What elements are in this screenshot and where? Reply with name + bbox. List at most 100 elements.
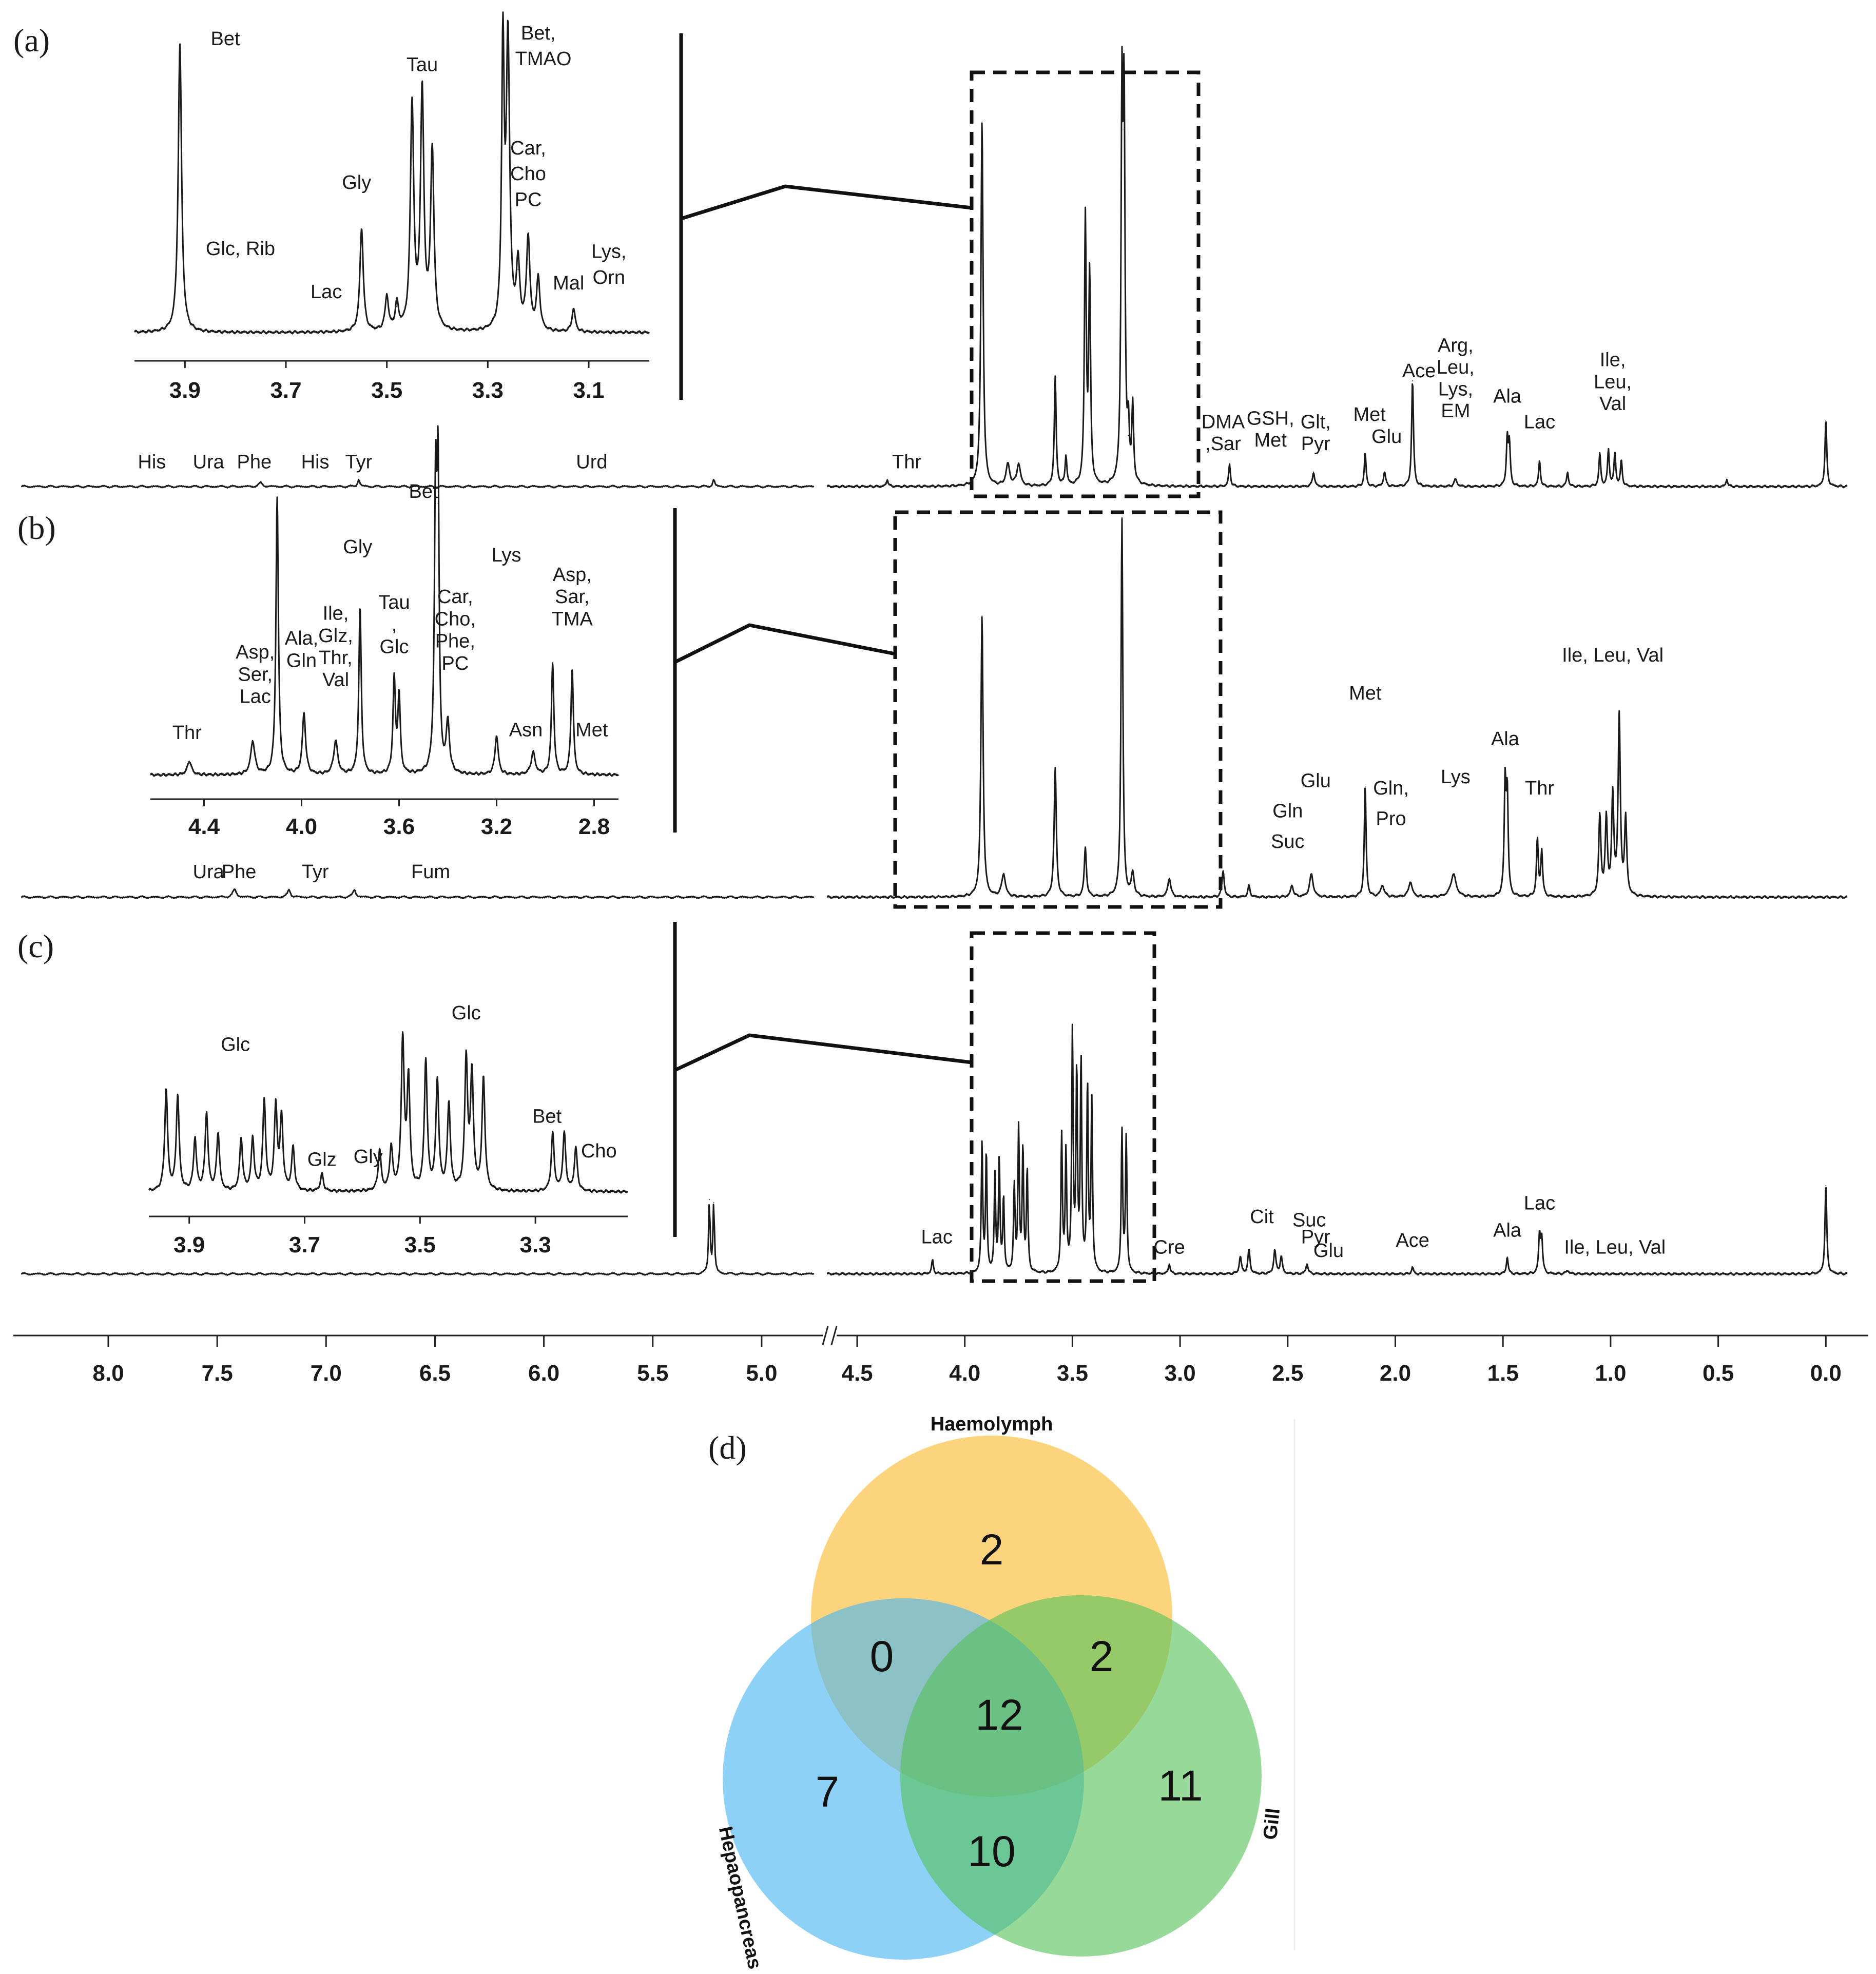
panel-b-main-label-5: Suc: [1271, 831, 1304, 853]
panel-c-inset-tick-label-2: 3.5: [404, 1232, 436, 1257]
panel-b-main-peak-6: [1169, 878, 1170, 879]
panel-a-inset-label-8: Glc, Rib: [206, 238, 275, 260]
panel-a-main-peak-23: [1614, 453, 1616, 455]
panel-c-inset-peak-4: [217, 1134, 219, 1135]
panel-c-inset: Glc Glc Bet Glz Gly Cho 3.9 3.7 3.5 3.3: [148, 1002, 629, 1257]
panel-b-main-label-8: Gln,: [1373, 778, 1409, 799]
panel-c-main-peak-0: [981, 1145, 983, 1146]
panel-a-main-label-22: Ile,: [1600, 350, 1626, 371]
panel-b-main-peak-21: [1612, 798, 1614, 799]
panel-a-trace-right: [826, 46, 1848, 489]
panel-a-zoom-connector: [680, 184, 972, 221]
panel-c-main-peak-8: [1027, 1172, 1028, 1173]
panel-a-trace-left: [21, 479, 815, 489]
panel-c-inset-peak-1: [177, 1096, 179, 1098]
panel-c-main-peak-25: [1281, 1256, 1282, 1257]
panel-c-inset-peak-7: [263, 1102, 265, 1104]
panel-b-main-peak-14: [1453, 874, 1454, 875]
panel-b-inset-peak-11: [335, 741, 336, 743]
panel-b-main-peak-22: [1618, 718, 1620, 720]
panel-b-inset-label-18: Gln: [286, 650, 317, 671]
panel-c-inset-peak-15: [408, 1082, 409, 1083]
panel-a-main-label-4: Tyr: [345, 452, 373, 473]
ppm-tick-label-right-6: 1.5: [1487, 1361, 1519, 1386]
panel-a-main-peak-21: [1599, 453, 1600, 455]
panel-a-main-peak-14: [1384, 471, 1385, 473]
panel-b-inset-peak-6: [552, 664, 553, 665]
panel-a-main-label-14: Glu: [1371, 426, 1402, 448]
ppm-axis: 8.0 7.5 7.0 6.5 6.0 5.5 5.0 4.5 4.0 3.5 3.0 2.5 2.0 1…: [13, 1326, 1868, 1386]
panel-c-trace-right: [826, 1023, 1848, 1276]
panel-b-inset-peak-14: [189, 761, 190, 762]
panel-a-inset-peak-9: [537, 280, 539, 282]
panel-b-main-peak-5: [1003, 874, 1004, 875]
panel-b-inset-label-23: Asn: [509, 719, 543, 741]
panel-c-inset-trace: [148, 1031, 629, 1194]
panel-c-main-peak-2: [994, 1178, 996, 1180]
panel-b-main-peak-16: [1506, 798, 1508, 799]
panel-c-main-label-2: Cit: [1250, 1206, 1274, 1228]
panel-a-spectrum: [21, 46, 1848, 489]
panel-a-inset-tick-label-4: 3.1: [573, 378, 604, 403]
panel-a-main-peak-9: [1018, 464, 1019, 466]
panel-c-inset-peak-11: [321, 1174, 323, 1175]
panel-b-inset-label-20: Ser,: [238, 664, 273, 685]
panel-b-inset-peak-13: [532, 752, 534, 753]
panel-a-inset-peak-2: [502, 53, 504, 54]
panel-c-main-peak-15: [1091, 1104, 1093, 1105]
panel-a-main-label-15: Ace: [1402, 360, 1436, 382]
panel-c-inset-peak-14: [402, 1041, 403, 1043]
panel-b-zoom-connector: [674, 623, 896, 664]
panel-c-inset-tick-label-3: 3.3: [520, 1232, 551, 1257]
panel-b-inset-tick-label-0: 4.4: [188, 814, 220, 839]
panel-a-main-label-20: Ala: [1493, 386, 1522, 408]
panel-a-main-label-8: ,Sar: [1205, 433, 1241, 455]
panel-a-main-peak-2: [1124, 129, 1125, 130]
panel-c-inset-label-1: Glc: [452, 1002, 481, 1024]
panel-b-zoom-box: [893, 510, 1223, 909]
panel-a-inset-label-10: Mal: [553, 273, 584, 294]
panel-a-inset-label-2: TMAO: [515, 48, 572, 70]
panel-a-main-label-16: Arg,: [1438, 335, 1474, 356]
panel-a-inset-peak-11: [386, 297, 388, 299]
panel-a-main-peak-0: [981, 122, 983, 123]
panel-a-main-label-3: His: [301, 452, 330, 473]
panel-c-zoom-connector: [674, 1033, 972, 1072]
panel-a-main-peak-30: [886, 478, 888, 480]
panel-b-inset-peak-7: [571, 669, 573, 670]
panel-c-inset-peak-3: [206, 1113, 207, 1115]
panel-a-zoom-box: [970, 70, 1201, 498]
panel-c-inset-label-3: Glz: [307, 1149, 337, 1171]
panel-c-main-label-8: Lac: [1524, 1193, 1555, 1214]
panel-a-main-label-23: Leu,: [1594, 371, 1632, 393]
panel-a-inset-label-5: Car,: [510, 138, 546, 159]
panel-c-main-peak-11: [1072, 1036, 1073, 1037]
panel-b-main-label-10: Lys: [1441, 766, 1471, 788]
panel-a-inset-tick-label-3: 3.3: [472, 378, 504, 403]
panel-a-inset-peak-1: [507, 45, 509, 46]
panel-b-trace-left: [21, 888, 815, 899]
panel-b-main-peak-19: [1599, 817, 1600, 818]
panel-c-inset-peak-18: [448, 1105, 450, 1106]
panel-c-inset-peak-13: [391, 1148, 392, 1149]
venn-circle-gill: [900, 1595, 1262, 1957]
panel-b-inset-peak-12: [252, 741, 254, 743]
ppm-tick-label-right-0: 4.5: [841, 1361, 873, 1386]
panel-b-inset-peak-3: [359, 608, 361, 609]
panel-a-main-label-2: Phe: [237, 452, 272, 473]
panel-c-main-label-7: Ala: [1493, 1220, 1522, 1241]
panel-c-inset-peak-2: [194, 1139, 196, 1141]
panel-b-main-peak-13: [1409, 881, 1411, 883]
panel-b-inset-label-12: PC: [441, 653, 469, 674]
panel-c-inset-label-5: Cho: [581, 1140, 617, 1162]
panel-b-main-peak-11: [1364, 786, 1366, 788]
panel-c-zoom-box: [970, 931, 1156, 1283]
panel-a-main-label-5: Urd: [576, 452, 607, 473]
ppm-tick-label-left-5: 5.5: [637, 1361, 668, 1386]
panel-b-main-label-7: Met: [1349, 683, 1382, 704]
panel-c-trace-left: [21, 1204, 815, 1276]
panel-a-main-peak-26: [1825, 420, 1827, 422]
